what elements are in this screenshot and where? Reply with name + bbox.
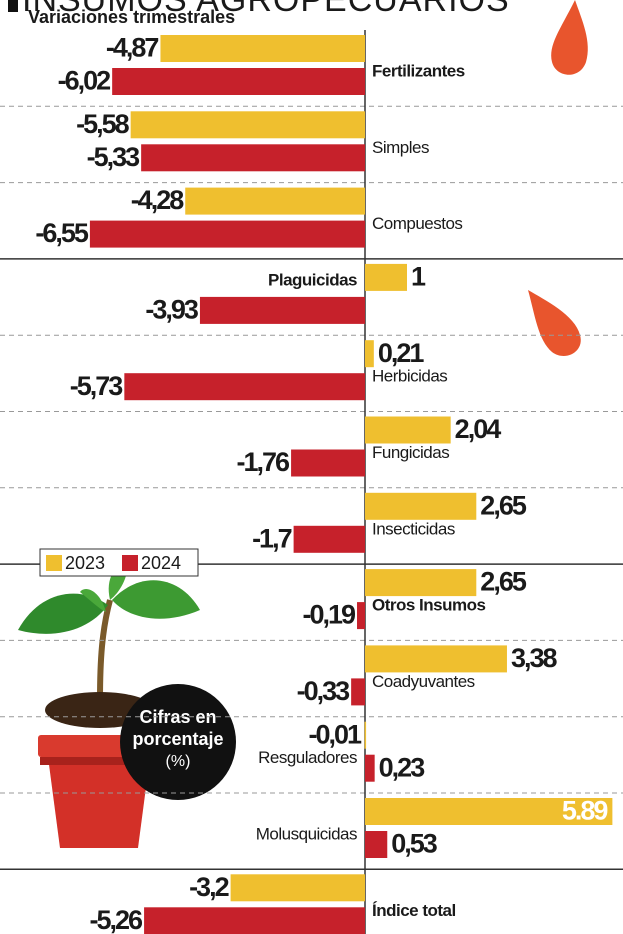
category-label: Plaguicidas xyxy=(268,270,357,289)
legend-swatch xyxy=(46,555,62,571)
category-label: Simples xyxy=(372,138,429,157)
bar xyxy=(365,264,407,291)
value-label: 0,23 xyxy=(379,752,426,782)
bar xyxy=(365,340,374,367)
bar xyxy=(294,526,365,553)
legend-label: 2023 xyxy=(65,553,105,573)
value-label: -5,26 xyxy=(90,905,144,934)
bar xyxy=(291,450,365,477)
value-label: -0,01 xyxy=(308,719,362,749)
category-label: Herbicidas xyxy=(372,367,447,386)
bar xyxy=(90,221,365,248)
category-label: Índice total xyxy=(372,901,456,920)
value-label: -0,19 xyxy=(302,600,356,630)
value-label: -3,2 xyxy=(189,872,229,902)
bar xyxy=(144,907,365,934)
bar xyxy=(160,35,365,62)
category-label: Resguladores xyxy=(258,748,357,767)
bar xyxy=(141,144,365,171)
value-label: 2,65 xyxy=(480,567,527,597)
bar xyxy=(365,722,367,749)
value-label: 1 xyxy=(411,262,426,292)
bar xyxy=(365,417,451,444)
chart: INSUMOS AGROPECUARIOS Variaciones trimes… xyxy=(0,0,623,934)
value-label: 5.89 xyxy=(562,796,609,826)
value-label: -4,87 xyxy=(106,33,159,63)
annotation: Cifras en xyxy=(139,707,216,727)
bar xyxy=(112,68,365,95)
value-label: -1,7 xyxy=(252,523,292,553)
legend-swatch xyxy=(122,555,138,571)
bar xyxy=(131,111,365,138)
value-label: 0,53 xyxy=(391,829,438,859)
value-label: -5,33 xyxy=(87,142,141,172)
bar xyxy=(365,493,476,520)
category-label: Compuestos xyxy=(372,214,462,233)
legend-label: 2024 xyxy=(141,553,181,573)
category-label: Otros Insumos xyxy=(372,596,486,615)
value-label: 2,65 xyxy=(480,490,527,520)
value-label: 0,21 xyxy=(378,338,425,368)
value-label: -1,76 xyxy=(237,447,291,477)
category-label: Fungicidas xyxy=(372,443,449,462)
category-label: Insecticidas xyxy=(372,519,455,538)
bar xyxy=(365,569,476,596)
value-label: -6,02 xyxy=(58,66,111,96)
annotation: porcentaje xyxy=(132,729,223,749)
value-label: -3,93 xyxy=(145,295,199,325)
bar xyxy=(231,874,365,901)
value-label: 3,38 xyxy=(511,643,558,673)
bar xyxy=(185,188,365,215)
value-label: -5,73 xyxy=(70,371,124,401)
category-label: Molusquicidas xyxy=(256,824,357,843)
bar xyxy=(365,645,507,672)
bar xyxy=(357,602,365,629)
bar xyxy=(351,678,365,705)
bar xyxy=(365,831,387,858)
value-label: -6,55 xyxy=(35,218,89,248)
annotation: (%) xyxy=(166,753,191,770)
category-label: Fertilizantes xyxy=(372,61,465,80)
bar xyxy=(365,755,375,782)
bar xyxy=(124,373,365,400)
value-label: -4,28 xyxy=(131,185,185,215)
bar xyxy=(200,297,365,324)
value-label: -0,33 xyxy=(297,676,351,706)
category-label: Coadyuvantes xyxy=(372,672,475,691)
chart-subtitle: Variaciones trimestrales xyxy=(28,7,235,27)
value-label: -5,58 xyxy=(76,109,130,139)
value-label: 2,04 xyxy=(455,414,502,444)
title-marker xyxy=(8,0,18,12)
